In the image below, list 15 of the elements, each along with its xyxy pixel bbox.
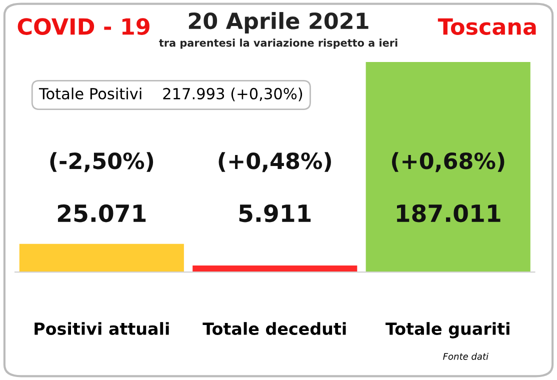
x-tick-label: Totale deceduti [202,322,346,335]
chart-subtitle: tra parentesi la variazione rispetto a ieri [159,38,398,49]
data-label: 5.911 [239,204,311,222]
x-tick-label: Positivi attuali [34,322,169,335]
x-tick-label: Totale guariti [386,322,510,338]
annotation: (+0,48%) [218,152,331,172]
chart-title: 20 Aprile 2021 [188,12,368,34]
data-label: 25.071 [58,204,146,222]
annotation: (-2,50%) [50,152,154,172]
annotation: (+0,68%) [392,152,504,172]
text: Toscana [438,18,536,35]
annotation: Totale Positivi 217.993 (+0,30%) [38,88,302,102]
text: COVID - 19 [18,18,150,35]
data-label: 187.011 [397,204,500,222]
source-note: Fonte dati [443,352,488,360]
